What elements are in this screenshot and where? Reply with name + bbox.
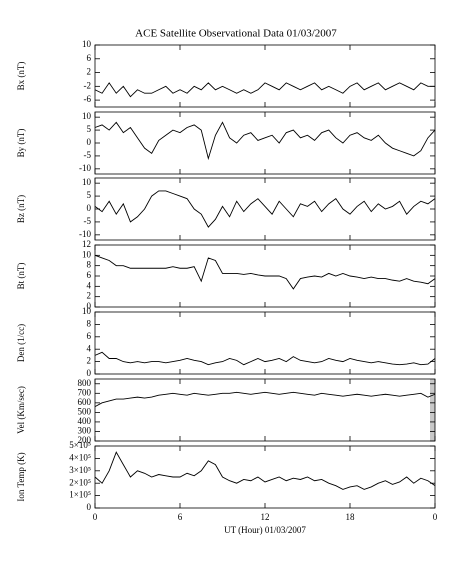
y-tick-label: 600 [78, 397, 92, 407]
y-tick-label: -5 [84, 216, 92, 226]
panel-frame [94, 111, 436, 175]
y-tick-label: -10 [79, 163, 91, 173]
y-tick-label: 5 [87, 124, 92, 134]
x-tick-label: 18 [346, 512, 356, 522]
y-tick-label: 10 [82, 111, 92, 121]
y-tick-label: -2 [84, 80, 92, 90]
y-tick-label: 5×10⁵ [69, 440, 91, 450]
x-tick-label: 0 [93, 512, 98, 522]
y-axis-label: Den (1/cc) [16, 324, 26, 362]
data-line [94, 190, 436, 228]
chart-title: ACE Satellite Observational Data 01/03/2… [135, 28, 337, 40]
panel-frame [94, 378, 436, 442]
y-axis-label: Vel (Km/sec) [16, 386, 26, 434]
y-tick-label: 5 [87, 190, 92, 200]
y-tick-label: 300 [78, 426, 92, 436]
data-line [94, 254, 436, 290]
y-tick-label: 0 [87, 502, 92, 512]
y-tick-label: 1×10⁵ [69, 490, 91, 500]
y-tick-label: 8 [87, 260, 92, 270]
data-line [94, 121, 436, 161]
y-tick-label: -5 [84, 150, 92, 160]
y-axis-label: Bz (nT) [16, 195, 26, 223]
data-line [94, 391, 436, 408]
y-tick-label: 6 [87, 331, 92, 341]
y-tick-label: 0 [87, 301, 92, 311]
x-tick-label: 6 [178, 512, 183, 522]
y-tick-label: 4 [87, 280, 92, 290]
y-tick-label: 6 [87, 270, 92, 280]
y-tick-label: 10 [82, 177, 92, 187]
x-tick-label: 12 [261, 512, 270, 522]
y-tick-label: 4 [87, 343, 92, 353]
y-tick-label: 0 [87, 368, 92, 378]
y-tick-label: 2 [87, 291, 92, 301]
data-line [94, 351, 436, 366]
y-tick-label: 2 [87, 67, 92, 77]
panel-frame [94, 311, 436, 375]
y-tick-label: 2×10⁵ [69, 477, 91, 487]
y-tick-label: 4×10⁵ [69, 452, 91, 462]
y-tick-label: 12 [82, 239, 91, 249]
y-axis-label: Bx (nT) [16, 62, 26, 91]
x-tick-label: 0 [433, 512, 438, 522]
y-tick-label: -6 [84, 94, 92, 104]
data-line [94, 82, 435, 98]
y-tick-label: 10 [82, 306, 92, 316]
x-axis-label: UT (Hour) 01/03/2007 [224, 525, 306, 535]
y-tick-label: 10 [82, 39, 92, 49]
y-tick-label: 200 [78, 435, 92, 445]
panel-frame [94, 177, 436, 241]
y-tick-label: 10 [82, 249, 92, 259]
y-tick-label: 2 [87, 356, 92, 366]
y-tick-label: 800 [78, 378, 92, 388]
y-tick-label: 6 [87, 53, 92, 63]
y-axis-label: Ion Temp (K) [16, 452, 26, 501]
y-tick-label: 0 [87, 203, 92, 213]
panel-frame [94, 445, 436, 509]
y-axis-label: Bt (nT) [16, 263, 26, 290]
y-tick-label: 700 [78, 387, 92, 397]
y-tick-label: 0 [87, 137, 92, 147]
data-line [94, 451, 436, 490]
y-axis-label: By (nT) [16, 129, 26, 158]
panel-frame [94, 44, 436, 108]
y-tick-label: 500 [78, 406, 92, 416]
data-gap-shade [430, 379, 435, 441]
y-tick-label: 400 [78, 416, 92, 426]
y-tick-label: 8 [87, 318, 92, 328]
y-tick-label: -10 [79, 229, 91, 239]
y-tick-label: 3×10⁵ [69, 465, 91, 475]
